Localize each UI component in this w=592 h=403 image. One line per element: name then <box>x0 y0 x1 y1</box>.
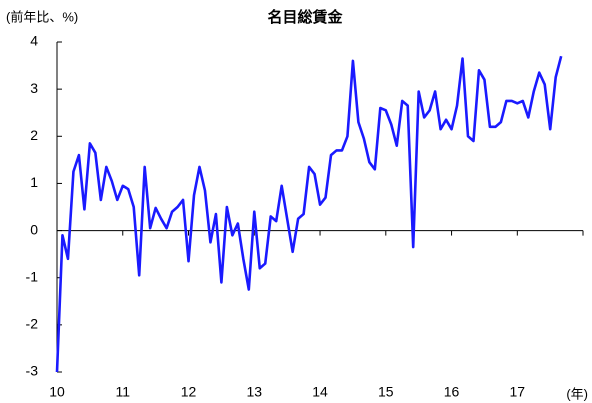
x-tick-label: 15 <box>378 384 394 400</box>
y-tick-label: 0 <box>30 221 38 237</box>
y-tick-label: 1 <box>30 174 38 190</box>
chart-title: 名目総賃金 <box>267 8 343 26</box>
x-tick-label: 16 <box>444 384 460 400</box>
y-tick-label: 4 <box>30 33 38 49</box>
y-tick-label: -3 <box>26 363 39 379</box>
y-tick-label: 2 <box>30 127 38 143</box>
y-tick-label: -2 <box>26 316 39 332</box>
x-axis-label: (年) <box>566 386 588 401</box>
x-tick-label: 17 <box>510 384 526 400</box>
y-axis-label: (前年比、%) <box>6 9 78 24</box>
x-tick-label: 14 <box>312 384 328 400</box>
x-tick-label: 13 <box>246 384 262 400</box>
x-tick-label: 11 <box>115 384 130 400</box>
y-tick-label: -1 <box>26 268 39 284</box>
data-line <box>55 55 563 373</box>
x-tick-label: 12 <box>181 384 197 400</box>
y-tick-label: 3 <box>30 80 38 96</box>
x-tick-label: 10 <box>49 384 65 400</box>
